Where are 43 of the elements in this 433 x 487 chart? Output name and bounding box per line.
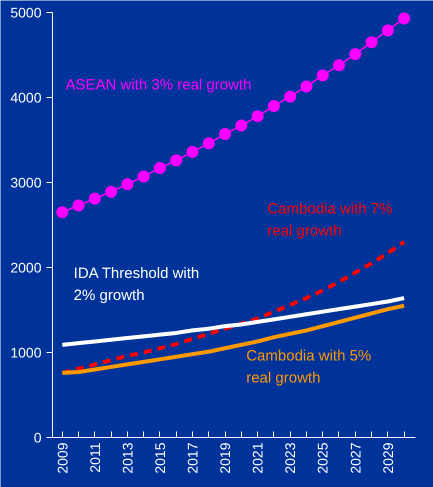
point (202, 137, 215, 150)
series-label: IDA Threshold with 2% growth (74, 264, 200, 304)
y-tick-label: 3000 (10, 174, 42, 190)
point (170, 154, 182, 166)
y-tick-label: 0 (34, 430, 42, 446)
point (300, 80, 312, 92)
x-tick-label: 2021 (250, 442, 266, 474)
point (284, 90, 296, 103)
series-label: ASEAN with 3% real growth (66, 76, 252, 94)
point (316, 69, 329, 82)
point (105, 186, 118, 198)
series-label: Cambodia with 7% real growth (267, 200, 392, 240)
point (382, 24, 394, 36)
x-tick-label: 2019 (217, 442, 234, 474)
point (56, 206, 68, 218)
point (72, 199, 85, 212)
point (366, 36, 378, 48)
point (186, 146, 198, 158)
point (154, 162, 166, 174)
x-tick-label: 2023 (282, 442, 298, 474)
y-tick-label: 2000 (10, 260, 42, 276)
point (332, 59, 345, 72)
x-tick-label: 2011 (86, 442, 103, 473)
point (235, 120, 248, 132)
x-tick-label: 2015 (152, 442, 168, 474)
x-tick-label: 2013 (119, 442, 136, 474)
point (268, 100, 280, 112)
x-tick-label: 2017 (184, 442, 200, 474)
y-tick-label: 5000 (10, 4, 42, 20)
point (138, 170, 150, 183)
point (398, 12, 410, 24)
point (219, 128, 232, 140)
x-tick-label: 2029 (380, 442, 396, 474)
point (349, 48, 362, 60)
series-label: Cambodia with 5% real growth (246, 347, 372, 386)
point (121, 178, 134, 190)
point (252, 110, 264, 122)
x-tick-label: 2025 (314, 442, 331, 474)
x-tick-label: 2027 (347, 442, 364, 474)
y-tick-label: 1000 (10, 344, 42, 360)
y-tick-label: 4000 (10, 90, 42, 106)
point (88, 192, 101, 205)
x-tick-label: 2009 (54, 442, 70, 474)
